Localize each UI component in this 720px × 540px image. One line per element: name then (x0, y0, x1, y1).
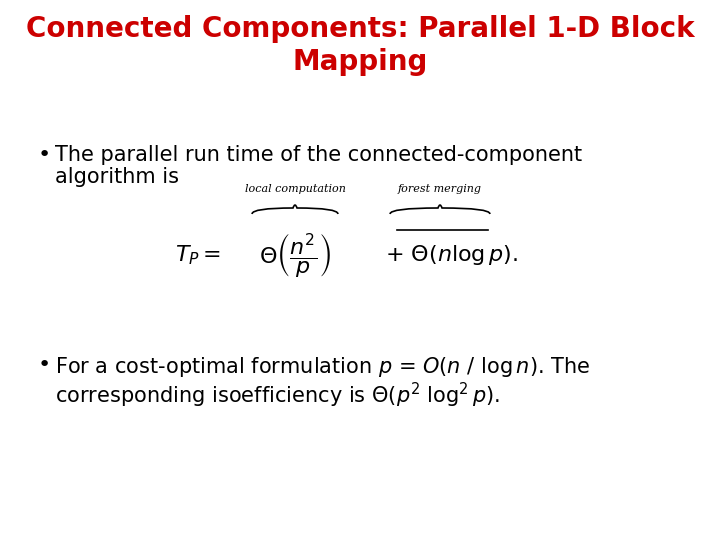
Text: The parallel run time of the connected-component: The parallel run time of the connected-c… (55, 145, 582, 165)
Text: $+\ \Theta(n\log p).$: $+\ \Theta(n\log p).$ (385, 243, 518, 267)
Text: For a cost-optimal formulation $p$ = $O(n\ /\ \log n)$. The: For a cost-optimal formulation $p$ = $O(… (55, 355, 590, 379)
Text: •: • (38, 145, 51, 165)
Text: •: • (38, 355, 51, 375)
Text: Connected Components: Parallel 1-D Block
Mapping: Connected Components: Parallel 1-D Block… (26, 15, 694, 77)
Text: $\Theta\left(\dfrac{n^2}{p}\right)$: $\Theta\left(\dfrac{n^2}{p}\right)$ (259, 231, 331, 279)
Text: $\mathit{T}_P =$: $\mathit{T}_P =$ (175, 243, 221, 267)
Text: local computation: local computation (245, 184, 346, 194)
Text: corresponding isoefficiency is $\Theta(p^2\ \log^2 p)$.: corresponding isoefficiency is $\Theta(p… (55, 381, 500, 410)
Text: algorithm is: algorithm is (55, 167, 179, 187)
Text: forest merging: forest merging (398, 184, 482, 194)
